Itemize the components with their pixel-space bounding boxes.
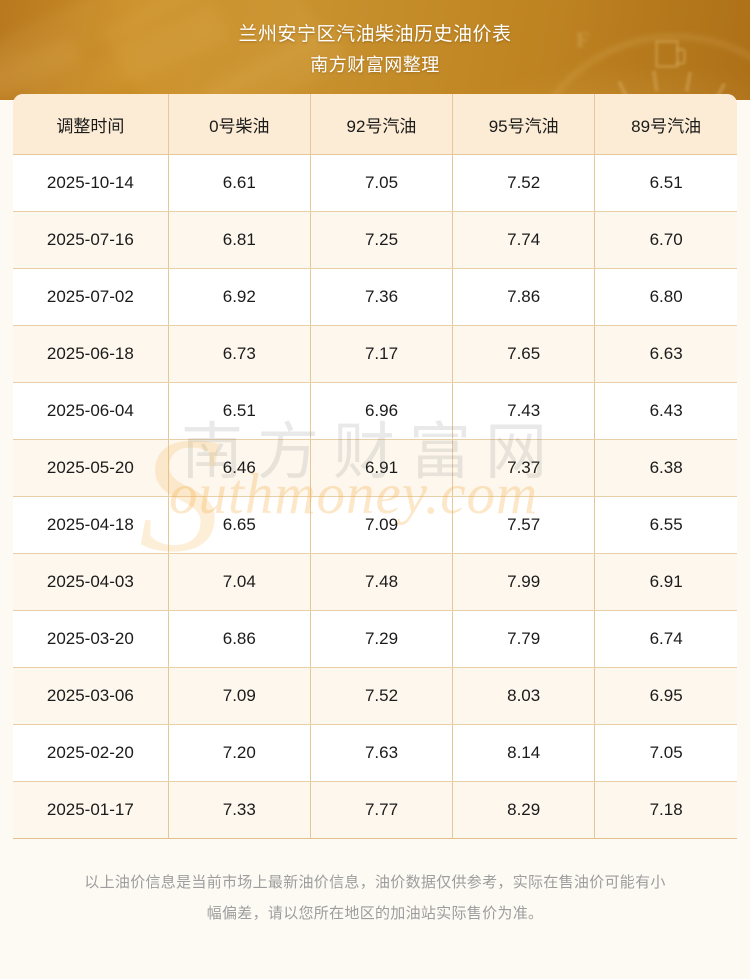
cell-diesel-0: 6.51	[168, 382, 311, 440]
cell-petrol-92: 7.48	[310, 553, 454, 611]
cell-petrol-95: 7.43	[452, 382, 596, 440]
cell-petrol-95: 8.29	[452, 781, 596, 839]
column-header-petrol-92: 92号汽油	[310, 94, 454, 155]
cell-petrol-95: 7.79	[452, 610, 596, 668]
cell-petrol-89: 6.55	[594, 496, 737, 554]
cell-diesel-0: 6.81	[168, 211, 311, 269]
cell-date: 2025-07-16	[13, 211, 169, 269]
cell-diesel-0: 6.46	[168, 439, 311, 497]
cell-diesel-0: 6.65	[168, 496, 311, 554]
cell-petrol-89: 6.70	[594, 211, 737, 269]
cell-petrol-89: 6.95	[594, 667, 737, 725]
cell-diesel-0: 6.73	[168, 325, 311, 383]
banner-background-art: F	[0, 0, 750, 100]
cell-date: 2025-06-04	[13, 382, 169, 440]
cell-diesel-0: 7.33	[168, 781, 311, 839]
table-row: 2025-07-02 6.92 7.36 7.86 6.80	[13, 268, 737, 326]
cell-petrol-95: 8.14	[452, 724, 596, 782]
cell-petrol-95: 7.86	[452, 268, 596, 326]
cell-date: 2025-04-03	[13, 553, 169, 611]
cell-petrol-95: 7.65	[452, 325, 596, 383]
table-row: 2025-06-04 6.51 6.96 7.43 6.43	[13, 382, 737, 440]
page-banner: F 兰州安宁区汽油柴油历史油价表 南方财富网整理	[0, 0, 750, 100]
cell-petrol-89: 6.74	[594, 610, 737, 668]
fuel-nozzle-icon	[655, 40, 686, 68]
column-header-petrol-95: 95号汽油	[452, 94, 596, 155]
cell-petrol-92: 6.91	[310, 439, 454, 497]
cell-date: 2025-01-17	[13, 781, 169, 839]
cell-diesel-0: 7.20	[168, 724, 311, 782]
table-row: 2025-01-17 7.33 7.77 8.29 7.18	[13, 781, 737, 839]
cell-petrol-95: 7.52	[452, 154, 596, 212]
table-row: 2025-03-06 7.09 7.52 8.03 6.95	[13, 667, 737, 725]
cell-petrol-92: 7.05	[310, 154, 454, 212]
cell-petrol-95: 8.03	[452, 667, 596, 725]
cell-diesel-0: 7.04	[168, 553, 311, 611]
gauge-full-label: F	[576, 27, 590, 52]
cell-petrol-92: 6.96	[310, 382, 454, 440]
table-body: 2025-10-14 6.61 7.05 7.52 6.51 2025-07-16 6.81…	[13, 154, 737, 839]
table-row: 2025-10-14 6.61 7.05 7.52 6.51	[13, 154, 737, 212]
table-row: 2025-06-18 6.73 7.17 7.65 6.63	[13, 325, 737, 383]
page-subtitle: 南方财富网整理	[310, 55, 440, 75]
cell-petrol-89: 6.38	[594, 439, 737, 497]
cell-date: 2025-04-18	[13, 496, 169, 554]
cell-date: 2025-10-14	[13, 154, 169, 212]
cell-petrol-95: 7.37	[452, 439, 596, 497]
cell-petrol-95: 7.74	[452, 211, 596, 269]
cell-petrol-89: 6.43	[594, 382, 737, 440]
column-header-petrol-89: 89号汽油	[594, 94, 737, 155]
table-row: 2025-04-18 6.65 7.09 7.57 6.55	[13, 496, 737, 554]
oil-price-table: 调整时间 0号柴油 92号汽油 95号汽油 89号汽油 2025-10-14 6.…	[13, 94, 737, 839]
banner-title-block: 兰州安宁区汽油柴油历史油价表 南方财富网整理	[0, 0, 750, 78]
cell-date: 2025-03-06	[13, 667, 169, 725]
table-row: 2025-05-20 6.46 6.91 7.37 6.38	[13, 439, 737, 497]
cell-date: 2025-06-18	[13, 325, 169, 383]
table-header-row: 调整时间 0号柴油 92号汽油 95号汽油 89号汽油	[13, 94, 737, 155]
cell-date: 2025-05-20	[13, 439, 169, 497]
table-row: 2025-03-20 6.86 7.29 7.79 6.74	[13, 610, 737, 668]
cell-petrol-89: 6.80	[594, 268, 737, 326]
cell-petrol-92: 7.17	[310, 325, 454, 383]
cell-petrol-89: 6.91	[594, 553, 737, 611]
disclaimer-note: 以上油价信息是当前市场上最新油价信息，油价数据仅供参考，实际在售油价可能有小幅偏…	[84, 874, 666, 922]
cell-petrol-92: 7.25	[310, 211, 454, 269]
cell-diesel-0: 6.86	[168, 610, 311, 668]
cell-petrol-92: 7.29	[310, 610, 454, 668]
cell-petrol-89: 6.63	[594, 325, 737, 383]
cell-date: 2025-03-20	[13, 610, 169, 668]
cell-diesel-0: 6.61	[168, 154, 311, 212]
table-row: 2025-02-20 7.20 7.63 8.14 7.05	[13, 724, 737, 782]
cell-petrol-92: 7.52	[310, 667, 454, 725]
cell-diesel-0: 6.92	[168, 268, 311, 326]
table-row: 2025-07-16 6.81 7.25 7.74 6.70	[13, 211, 737, 269]
column-header-date: 调整时间	[13, 94, 169, 155]
price-table-container: 调整时间 0号柴油 92号汽油 95号汽油 89号汽油 2025-10-14 6.…	[13, 94, 737, 839]
cell-date: 2025-02-20	[13, 724, 169, 782]
cell-petrol-92: 7.63	[310, 724, 454, 782]
page-title: 兰州安宁区汽油柴油历史油价表	[238, 24, 512, 45]
cell-petrol-92: 7.77	[310, 781, 454, 839]
cell-date: 2025-07-02	[13, 268, 169, 326]
cell-petrol-89: 7.05	[594, 724, 737, 782]
cell-petrol-95: 7.99	[452, 553, 596, 611]
table-header: 调整时间 0号柴油 92号汽油 95号汽油 89号汽油	[13, 94, 737, 155]
cell-petrol-92: 7.36	[310, 268, 454, 326]
cell-petrol-95: 7.57	[452, 496, 596, 554]
cell-diesel-0: 7.09	[168, 667, 311, 725]
column-header-diesel-0: 0号柴油	[168, 94, 311, 155]
cell-petrol-92: 7.09	[310, 496, 454, 554]
table-row: 2025-04-03 7.04 7.48 7.99 6.91	[13, 553, 737, 611]
cell-petrol-89: 7.18	[594, 781, 737, 839]
cell-petrol-89: 6.51	[594, 154, 737, 212]
